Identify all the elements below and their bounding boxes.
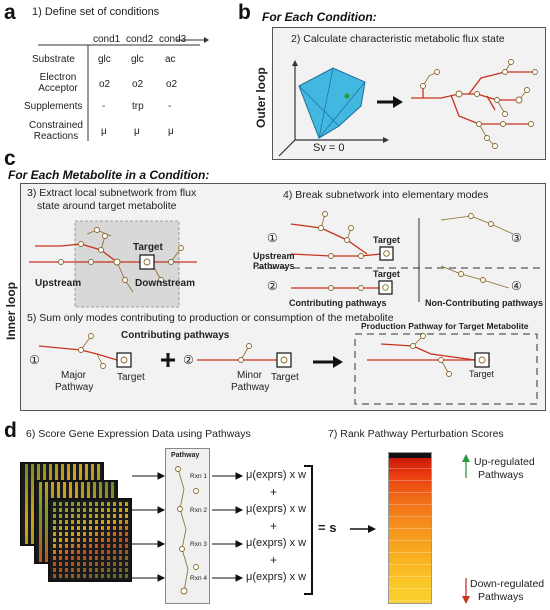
cell: - [102, 101, 106, 112]
cell: - [168, 101, 172, 112]
panel-d-label: d [4, 419, 17, 442]
minor-pathway-line1: Minor [237, 370, 263, 381]
sv-equation: Sv = 0 [313, 142, 345, 154]
circled-3-step4: ③ [511, 231, 522, 245]
cell: o2 [166, 79, 178, 90]
major-pathway-line2: Pathway [55, 382, 94, 393]
reaction-label: Rxn 1 [190, 473, 207, 480]
row-label-electron-acceptor: Electron Acceptor [38, 72, 78, 94]
up-regulated-line1: Up-regulated [474, 456, 535, 468]
plus-1: + [270, 485, 278, 499]
cell: ac [165, 54, 176, 65]
step7-title: 7) Rank Pathway Perturbation Scores [328, 428, 504, 440]
up-regulated-line2: Pathways [478, 469, 524, 481]
target-label-minor: Target [271, 372, 299, 383]
pathway-column: Pathway Rxn 1 Rxn 2 Rxn 3 Rxn 4 [165, 448, 210, 604]
pathway-ranking-bar [388, 452, 432, 604]
cell: μ [134, 126, 140, 137]
upstream-pathways-line1: Upstream [253, 251, 295, 261]
non-contributing-label: Non-Contributing pathways [425, 298, 543, 308]
cell: glc [98, 54, 111, 65]
target-label-step4b: Target [373, 269, 400, 279]
col-cond2: cond2 [126, 34, 154, 45]
formula-4: μ(exprs) x w [246, 571, 307, 583]
cell: μ [168, 126, 174, 137]
target-label-major: Target [117, 372, 145, 383]
target-label-step3: Target [133, 242, 163, 253]
panel-c-heading: For Each Metabolite in a Condition: [8, 168, 210, 182]
formula-3: μ(exprs) x w [246, 537, 307, 549]
down-regulated-line1: Down-regulated [470, 578, 545, 590]
circled-1-step5: ① [29, 353, 40, 367]
expression-heatmap-stack [20, 462, 132, 592]
major-pathway-line1: Major [61, 370, 87, 381]
downstream-label: Downstream [135, 278, 196, 289]
step5-title: 5) Sum only modes contributing to produc… [27, 312, 394, 324]
cell: o2 [132, 79, 144, 90]
target-label-step4a: Target [373, 235, 400, 245]
target-label-production: Target [469, 369, 495, 379]
panel-b-title: 2) Calculate characteristic metabolic fl… [291, 33, 505, 45]
contributing-pathways-heading: Contributing pathways [121, 330, 230, 341]
production-pathway-title: Production Pathway for Target Metabolite [361, 321, 529, 331]
step6-title: 6) Score Gene Expression Data using Path… [26, 428, 251, 440]
panel-b-heading: For Each Condition: [262, 10, 377, 24]
circled-1-step4: ① [267, 231, 278, 245]
contributing-label: Contributing pathways [289, 298, 387, 308]
reaction-label: Rxn 4 [190, 575, 207, 582]
down-regulated-line2: Pathways [478, 591, 524, 603]
panel-c-graphics [29, 211, 545, 405]
reaction-label: Rxn 2 [190, 507, 207, 514]
row-label-supplements: Supplements [24, 101, 83, 112]
formula-1: μ(exprs) x w [246, 469, 307, 481]
table-lines [38, 37, 209, 141]
ranking-bar-stripes [388, 457, 432, 604]
circled-2-step5: ② [183, 353, 194, 367]
upstream-pathways-line2: Pathways [253, 261, 295, 271]
expression-heatmap [48, 498, 132, 582]
panel-b-label: b [238, 1, 251, 24]
cell: glc [131, 54, 144, 65]
panel-c-box: 3) Extract local subnetwork from flux st… [20, 183, 546, 411]
cell: trp [132, 101, 144, 112]
plus-3: + [270, 553, 278, 567]
pathway-column-label: Pathway [171, 452, 200, 459]
score-equals: = s [318, 520, 337, 535]
panel-a-label: a [4, 1, 16, 24]
formula-2: μ(exprs) x w [246, 503, 307, 515]
col-cond1: cond1 [93, 34, 121, 45]
step3-title-line2: state around target metabolite [37, 200, 177, 212]
cell: o2 [99, 79, 111, 90]
col-cond3: cond3 [159, 34, 187, 45]
plus-2: + [270, 519, 278, 533]
row-label-constrained-reactions: Constrained Reactions [29, 120, 83, 142]
cell: μ [101, 126, 107, 137]
flux-polytope [278, 59, 538, 157]
upstream-label: Upstream [35, 278, 82, 289]
step3-title-line1: 3) Extract local subnetwork from flux [27, 187, 197, 199]
circled-2-step4: ② [267, 279, 278, 293]
reaction-label: Rxn 3 [190, 541, 207, 548]
step4-title: 4) Break subnetwork into elementary mode… [283, 189, 489, 201]
pathway-mini-network [175, 466, 199, 595]
panel-c-label: c [4, 147, 16, 170]
minor-pathway-line2: Pathway [231, 382, 270, 393]
panel-a-title: 1) Define set of conditions [32, 6, 160, 18]
row-label-substrate: Substrate [32, 54, 75, 65]
panel-b-box: 2) Calculate characteristic metabolic fl… [272, 27, 546, 160]
circled-4-step4: ④ [511, 279, 522, 293]
